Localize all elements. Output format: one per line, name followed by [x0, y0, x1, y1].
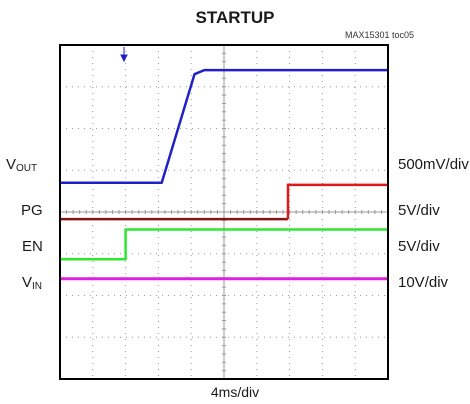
- vin-label: VIN: [22, 274, 43, 292]
- chart-title: STARTUP: [195, 8, 275, 27]
- pg-scale: 5V/div: [398, 202, 440, 219]
- x-axis-label: 4ms/div: [210, 384, 260, 400]
- vout-label: VOUT: [6, 156, 38, 174]
- vin-scale: 10V/div: [398, 274, 449, 291]
- trace-pg: [286, 183, 388, 220]
- vout-scale: 500mV/div: [398, 156, 469, 173]
- trace-en: [60, 228, 388, 261]
- plot-frame: [59, 44, 389, 380]
- en-scale: 5V/div: [398, 238, 440, 255]
- trigger-marker-icon: [120, 47, 128, 63]
- en-label: EN: [22, 238, 43, 255]
- trace-vout: [60, 68, 388, 185]
- chart-subtitle: MAX15301 toc05: [344, 30, 414, 40]
- pg-label: PG: [21, 202, 43, 219]
